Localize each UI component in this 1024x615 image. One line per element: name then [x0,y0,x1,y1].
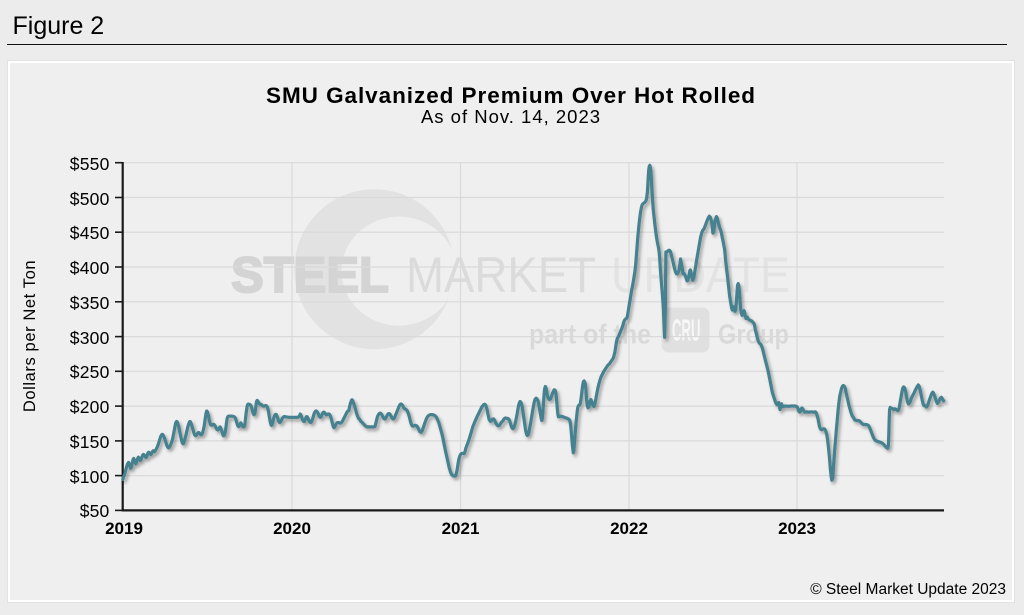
svg-text:CRU: CRU [672,313,701,348]
svg-text:part of the: part of the [529,319,651,350]
svg-text:STEEL: STEEL [231,247,389,303]
svg-text:UPDATE: UPDATE [611,247,790,303]
svg-text:MARKET: MARKET [406,247,596,303]
